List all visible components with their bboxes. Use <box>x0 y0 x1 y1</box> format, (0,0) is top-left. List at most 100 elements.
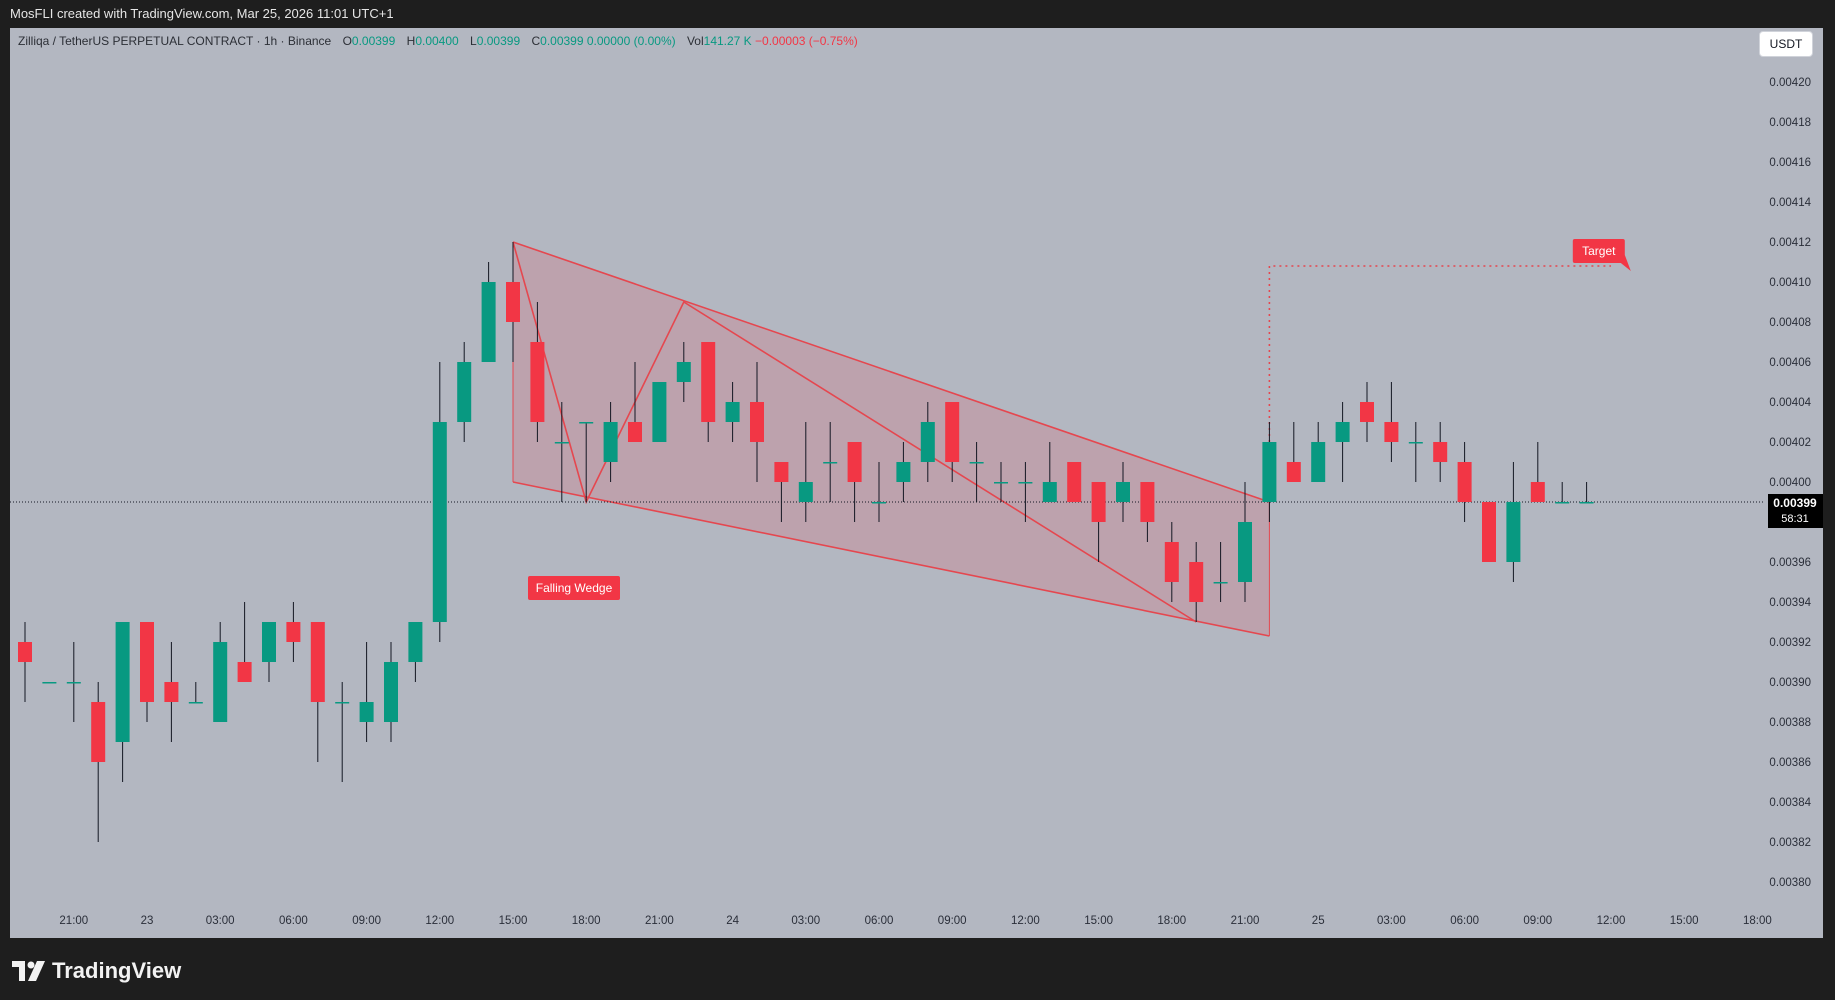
x-tick-label: 21:00 <box>1231 915 1260 927</box>
y-tick-label: 0.00412 <box>1769 237 1811 249</box>
high-label: H <box>406 34 416 48</box>
y-tick-label: 0.00400 <box>1769 477 1811 489</box>
candle-body[interactable] <box>603 422 618 462</box>
candle-body[interactable] <box>872 502 886 504</box>
candle-body[interactable] <box>408 622 423 662</box>
candle-body[interactable] <box>140 622 154 702</box>
candle-body[interactable] <box>798 482 813 502</box>
candle-body[interactable] <box>359 702 374 722</box>
candle-body[interactable] <box>945 402 960 462</box>
candle-body[interactable] <box>823 462 838 464</box>
candle-body[interactable] <box>847 442 862 482</box>
candle-body[interactable] <box>481 282 496 362</box>
candle-body[interactable] <box>1530 482 1545 502</box>
candle-body[interactable] <box>1091 482 1106 522</box>
candle-body[interactable] <box>1360 402 1374 422</box>
candle-body[interactable] <box>1457 462 1472 502</box>
candle-body[interactable] <box>701 342 716 422</box>
y-tick-label: 0.00380 <box>1769 877 1811 889</box>
candle-body[interactable] <box>1018 482 1033 484</box>
symbol-title[interactable]: Zilliqa / TetherUS PERPETUAL CONTRACT · … <box>18 34 332 48</box>
candle-body[interactable] <box>1140 482 1155 522</box>
candle-body[interactable] <box>1213 582 1228 584</box>
x-tick-label: 24 <box>726 915 739 927</box>
candle-body[interactable] <box>457 362 472 422</box>
candle-body[interactable] <box>896 462 911 482</box>
candle-body[interactable] <box>530 342 545 422</box>
y-tick-label: 0.00386 <box>1769 757 1811 769</box>
candle-body[interactable] <box>1116 482 1130 502</box>
y-tick-label: 0.00408 <box>1769 317 1811 329</box>
falling-wedge-label-bg[interactable] <box>528 576 620 600</box>
x-tick-label: 06:00 <box>279 915 308 927</box>
candle-body[interactable] <box>1067 462 1082 502</box>
candle-body[interactable] <box>1384 422 1399 442</box>
falling-wedge-label: Falling Wedge <box>536 581 613 595</box>
x-tick-label: 06:00 <box>1450 915 1479 927</box>
price-badge[interactable] <box>1768 494 1823 528</box>
chart-frame[interactable]: 0.00380 0.00382 0.00384 0.00386 0.00388 0.003… <box>10 28 1823 938</box>
footer: TradingView <box>0 938 1835 1000</box>
x-tick-label: 25 <box>1312 915 1325 927</box>
candle-body[interactable] <box>384 662 398 722</box>
target-label-bg[interactable] <box>1572 239 1625 263</box>
candle-body[interactable] <box>750 402 764 442</box>
candle-body[interactable] <box>237 662 252 682</box>
y-tick-label: 0.00390 <box>1769 677 1811 689</box>
candle-body[interactable] <box>18 642 32 662</box>
x-tick-label: 21:00 <box>645 915 674 927</box>
candle-body[interactable] <box>1579 502 1594 504</box>
candle-body[interactable] <box>579 422 594 424</box>
candle-body[interactable] <box>1555 502 1570 504</box>
y-tick-label: 0.00418 <box>1769 117 1811 129</box>
candle-body[interactable] <box>1286 462 1301 482</box>
currency-button[interactable]: USDT <box>1759 31 1813 57</box>
candle-body[interactable] <box>1164 542 1179 582</box>
wedge-upper-line[interactable] <box>512 241 1270 503</box>
candle-body[interactable] <box>1482 502 1496 562</box>
candle-body[interactable] <box>506 282 520 322</box>
target-label: Target <box>1582 244 1616 258</box>
candle-body[interactable] <box>920 422 935 462</box>
candle-body[interactable] <box>42 682 57 684</box>
candle-body[interactable] <box>432 422 447 622</box>
candle-body[interactable] <box>1408 442 1423 444</box>
candle-body[interactable] <box>554 442 569 444</box>
candle-body[interactable] <box>1506 502 1521 562</box>
tradingview-logo[interactable]: TradingView <box>12 958 181 984</box>
candle-body[interactable] <box>335 702 350 704</box>
candlestick-chart[interactable]: 0.00380 0.00382 0.00384 0.00386 0.00388 0.003… <box>10 28 1823 938</box>
candle-body[interactable] <box>262 622 276 662</box>
candle-body[interactable] <box>1238 522 1252 582</box>
candle-body[interactable] <box>164 682 179 702</box>
x-tick-label: 09:00 <box>352 915 381 927</box>
wedge-lower-line[interactable] <box>512 481 1270 637</box>
x-tick-label: 12:00 <box>1011 915 1040 927</box>
price-scale[interactable] <box>1765 28 1823 938</box>
candle-body[interactable] <box>188 702 203 704</box>
candle-body[interactable] <box>66 682 81 684</box>
candle-body[interactable] <box>115 622 130 742</box>
candle-body[interactable] <box>994 482 1008 484</box>
candle-body[interactable] <box>774 462 789 482</box>
attribution-bar: MosFLI created with TradingView.com, Mar… <box>0 0 1835 28</box>
candle-body[interactable] <box>1311 442 1326 482</box>
candle-body[interactable] <box>91 702 106 762</box>
candle-body[interactable] <box>310 622 325 702</box>
candle-body[interactable] <box>652 382 667 442</box>
x-tick-label: 18:00 <box>1157 915 1186 927</box>
candle-body[interactable] <box>725 402 740 422</box>
candle-body[interactable] <box>1335 422 1350 442</box>
candle-body[interactable] <box>969 462 984 464</box>
candle-body[interactable] <box>213 642 228 722</box>
candle-body[interactable] <box>286 622 301 642</box>
candle-body[interactable] <box>1189 562 1204 602</box>
candle-body[interactable] <box>1433 442 1448 462</box>
candle-body[interactable] <box>1042 482 1057 502</box>
candle-body[interactable] <box>676 362 691 382</box>
candle-body[interactable] <box>628 422 642 442</box>
y-tick-label: 0.00414 <box>1769 197 1811 209</box>
x-tick-label: 03:00 <box>791 915 820 927</box>
candle-body[interactable] <box>1262 442 1277 502</box>
symbol-legend: Zilliqa / TetherUS PERPETUAL CONTRACT · … <box>18 34 858 48</box>
